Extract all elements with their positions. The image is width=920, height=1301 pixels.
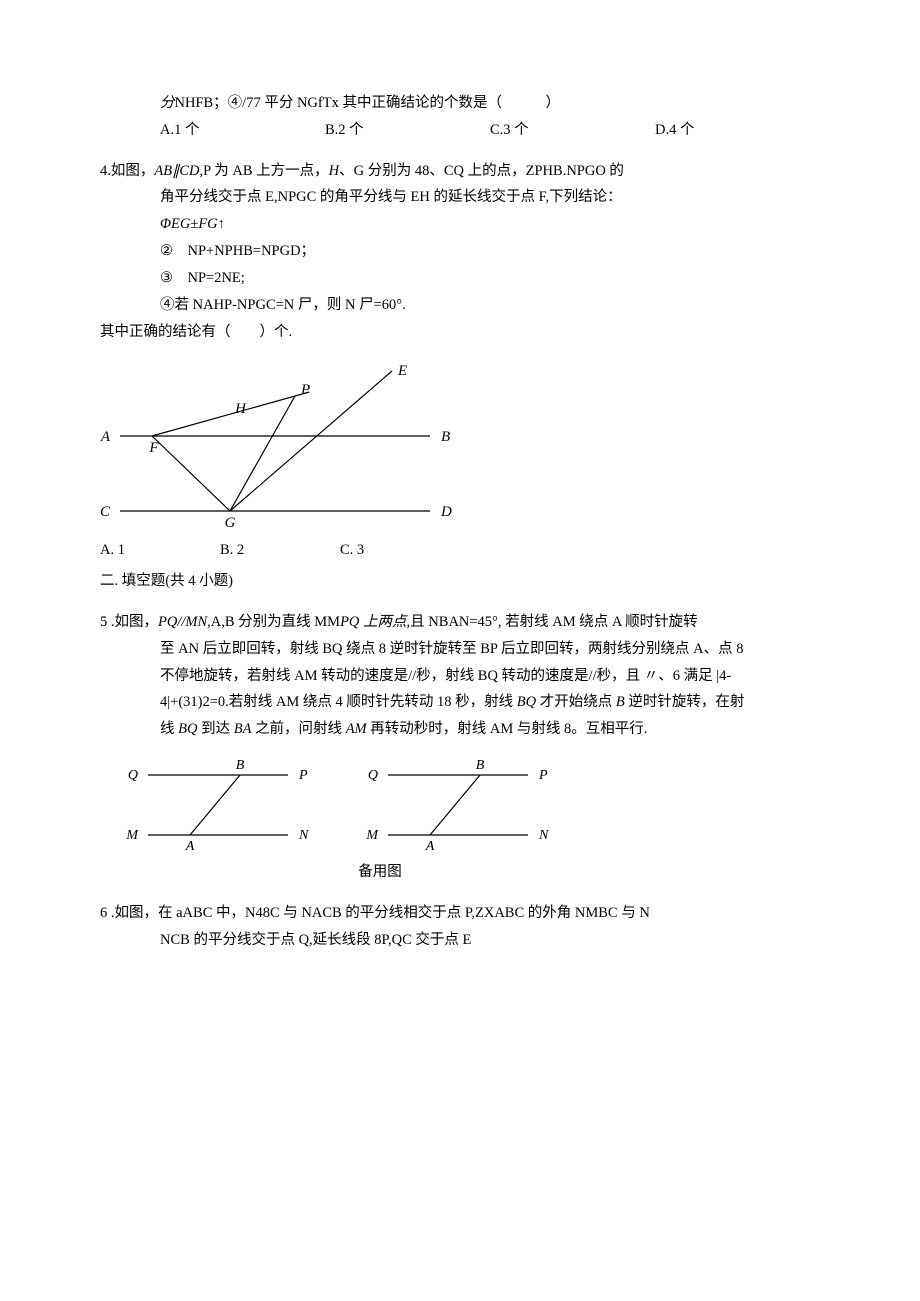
q5-l1-d: PQ 上两点, (340, 614, 410, 630)
svg-text:P: P (300, 382, 310, 398)
svg-text:B: B (236, 758, 245, 773)
q4-options-row: A. 1 B. 2 C. 3 (100, 537, 460, 564)
svg-text:C: C (100, 504, 111, 520)
svg-text:M: M (125, 828, 139, 843)
q4-stem1-e: 、G 分别为 48、CQ 上的点，ZPHB.NPGO 的 (339, 163, 624, 179)
svg-text:P: P (538, 768, 548, 783)
q5-figure-row: Q P M N B A Q P M N B A (120, 753, 820, 853)
q3-italic-prefix: 分 (160, 95, 175, 111)
q4-c3: ③ NP=2NE; (100, 265, 820, 292)
q3-option-b: B.2 个 (325, 117, 490, 144)
q5-l5-g: 再转动秒时，射线 AM 与射线 8。互相平行. (367, 721, 648, 737)
svg-text:A: A (425, 839, 435, 853)
q4-stem1-d: H (329, 163, 339, 179)
q4-svg: A B C D F G H P E (100, 351, 460, 531)
q5-svg-2: Q P M N B A (360, 753, 560, 853)
q5-l5-c: 到达 (197, 721, 233, 737)
q5-l4-d: B (616, 694, 625, 710)
q3-option-a: A.1 个 (160, 117, 325, 144)
svg-text:A: A (185, 839, 195, 853)
q6-line2: NCB 的平分线交于点 Q,延长线段 8P,QC 交于点 E (100, 927, 820, 954)
q4-option-c: C. 3 (340, 537, 460, 564)
q4-option-b: B. 2 (220, 537, 340, 564)
q3-option-d: D.4 个 (655, 117, 820, 144)
q5-l1-c: A,B 分别为直线 MM (211, 614, 340, 630)
q5-l5-e: 之前，问射线 (251, 721, 345, 737)
q5-l4-a: 4|+(31)2=0.若射线 AM 绕点 4 顺时针先转动 18 秒，射线 (160, 694, 517, 710)
svg-text:P: P (298, 768, 308, 783)
q5-line4: 4|+(31)2=0.若射线 AM 绕点 4 顺时针先转动 18 秒，射线 BQ… (100, 689, 820, 716)
svg-text:D: D (440, 504, 452, 520)
q3-option-c: C.3 个 (490, 117, 655, 144)
svg-text:N: N (298, 828, 309, 843)
q5-l1-b: PQ//MN, (158, 614, 211, 630)
svg-text:H: H (234, 401, 247, 417)
svg-text:Q: Q (128, 768, 138, 783)
q5-l5-a: 线 (160, 721, 178, 737)
svg-text:G: G (225, 515, 236, 531)
section2-title: 二. 填空题(共 4 小题) (100, 568, 820, 595)
q4-option-a: A. 1 (100, 537, 220, 564)
q5-l5-f: AM (346, 721, 367, 737)
q5-l5-d: BA (234, 721, 252, 737)
q5-l4-c: 才开始绕点 (536, 694, 616, 710)
q3-conclusion-line: 分NHFB；④/77 平分 NGfTx 其中正确结论的个数是（ ） (100, 90, 820, 117)
q4-stem1-c: P 为 AB 上方一点， (203, 163, 329, 179)
q4-c2: ② NP+NPHB=NPGD； (100, 238, 820, 265)
q5-line5: 线 BQ 到达 BA 之前，问射线 AM 再转动秒时，射线 AM 与射线 8。互… (100, 716, 820, 743)
q5-svg-1: Q P M N B A (120, 753, 320, 853)
svg-text:B: B (441, 429, 450, 445)
q5-l1-e: 且 NBAN=45°, 若射线 AM 绕点 A 顺时针旋转 (410, 614, 697, 630)
svg-text:B: B (476, 758, 485, 773)
q5-line2: 至 AN 后立即回转，射线 BQ 绕点 8 逆时针旋转至 BP 后立即回转，两射… (100, 636, 820, 663)
q4-figure: A B C D F G H P E (100, 351, 820, 531)
q4-stem-line1: 4.如图，AB∥CD,P 为 AB 上方一点，H、G 分别为 48、CQ 上的点… (100, 158, 820, 185)
svg-text:F: F (148, 440, 159, 456)
svg-text:M: M (365, 828, 379, 843)
q4-stem-line2: 角平分线交于点 E,NPGC 的角平分线与 EH 的延长线交于点 F,下列结论： (100, 184, 820, 211)
q5-l5-b: BQ (178, 721, 197, 737)
q4-stem-line3: 其中正确的结论有（ ）个. (100, 319, 820, 346)
q4-stem1-a: 4.如图， (100, 163, 154, 179)
q5-line3: 不停地旋转，若射线 AM 转动的速度是//秒，射线 BQ 转动的速度是//秒，且… (100, 663, 820, 690)
q6-line1: 6 .如图，在 aABC 中，N48C 与 NACB 的平分线相交于点 P,ZX… (100, 900, 820, 927)
svg-text:A: A (100, 429, 111, 445)
svg-text:N: N (538, 828, 549, 843)
q3-options-row: A.1 个 B.2 个 C.3 个 D.4 个 (100, 117, 820, 144)
q5-l1-a: 5 .如图， (100, 614, 158, 630)
q5-caption: 备用图 (120, 859, 640, 886)
q4-stem1-b: AB∥CD, (154, 163, 203, 179)
q5-l4-e: 逆时针旋转，在射 (625, 694, 745, 710)
q4-c1: ΦEG±FG↑ (100, 211, 820, 238)
q3-rest: NHFB；④/77 平分 NGfTx 其中正确结论的个数是（ ） (175, 95, 560, 111)
q4-c4: ④若 NAHP-NPGC=N 尸，则 N 尸=60°. (100, 292, 820, 319)
svg-text:Q: Q (368, 768, 378, 783)
svg-text:E: E (397, 363, 407, 379)
q5-l4-b: BQ (517, 694, 536, 710)
q5-line1: 5 .如图，PQ//MN,A,B 分别为直线 MMPQ 上两点,且 NBAN=4… (100, 609, 820, 636)
